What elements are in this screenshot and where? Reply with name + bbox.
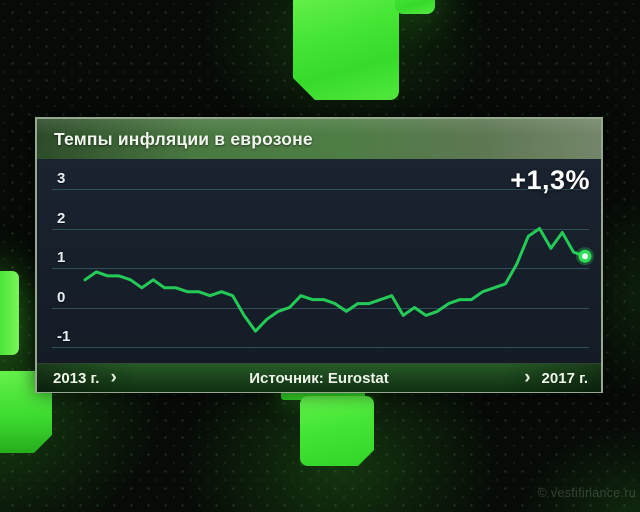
gridline-3 — [52, 189, 589, 190]
current-value-label: +1,3% — [510, 165, 590, 195]
green-cube-bottom-center — [300, 396, 374, 466]
panel-title: Темпы инфляции в еврозоне — [54, 128, 313, 149]
chart-panel: Темпы инфляции в еврозоне +1,3% 3 2 1 0 -1 И… — [35, 117, 603, 393]
y-axis-label-3: 3 — [57, 170, 66, 187]
gridline-1 — [52, 268, 589, 269]
start-year-label: 2013 г. — [53, 369, 100, 387]
panel-title-bar: Темпы инфляции в еврозоне — [37, 119, 601, 159]
gridline-0 — [52, 307, 589, 309]
watermark: © vestifinance.ru — [537, 486, 636, 500]
footer-bar: Источник: Eurostat 2013 г. › › 2017 г. — [37, 363, 601, 392]
plot-area: +1,3% 3 2 1 0 -1 — [37, 159, 601, 363]
y-axis-label-2: 2 — [57, 209, 66, 227]
y-axis-label-1: 1 — [57, 249, 66, 266]
y-axis-label-0: 0 — [57, 288, 66, 306]
green-cube-left-middle — [0, 271, 19, 355]
y-axis-label--1: -1 — [57, 328, 71, 345]
source-label: Источник: Eurostat — [249, 369, 389, 387]
gridline--1 — [52, 347, 589, 348]
chevron-right-icon: › — [524, 366, 531, 388]
green-cube-top-right — [395, 0, 435, 14]
inflation-line-chart — [83, 227, 594, 333]
end-year-label: 2017 г. — [541, 369, 588, 387]
end-point-marker-core — [582, 253, 588, 260]
gridline-2 — [52, 228, 589, 230]
green-cube-top-center — [293, 0, 399, 100]
chevron-right-icon: › — [110, 366, 117, 388]
line-series — [83, 227, 587, 333]
